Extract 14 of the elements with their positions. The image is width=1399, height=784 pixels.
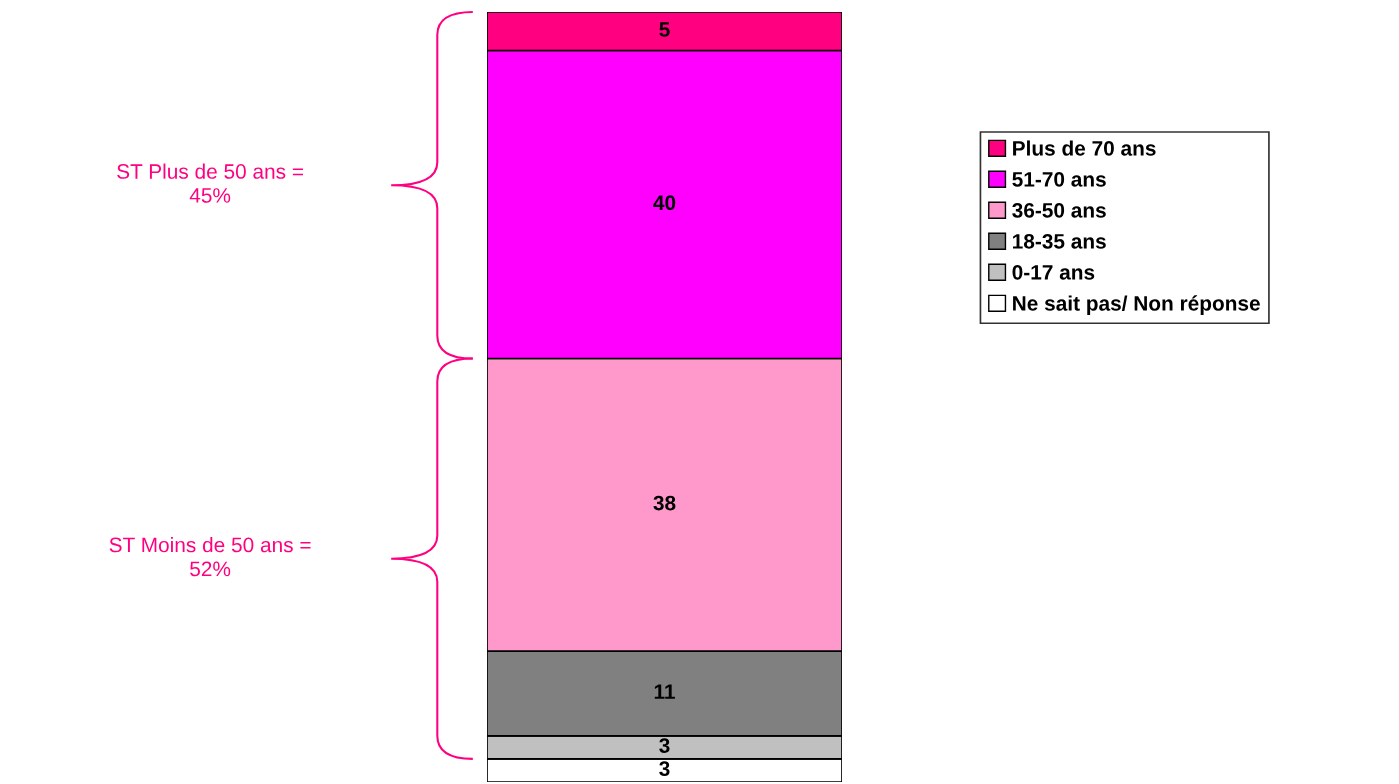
- legend-label: 36-50 ans: [1012, 202, 1106, 218]
- data-label: 3: [659, 738, 670, 753]
- legend-label: Plus de 70 ans: [1013, 140, 1156, 156]
- data-label: 40: [653, 195, 676, 211]
- legend-label: 18-35 ans: [1013, 233, 1106, 249]
- legend-label: Ne sait pas/ Non réponse: [1013, 295, 1260, 315]
- data-label: 11: [654, 684, 675, 699]
- data-label: 5: [659, 22, 670, 37]
- text: ST Moins de 50 ans = 52%: [109, 537, 311, 577]
- data-label: 38: [653, 495, 676, 511]
- legend-label: 51-70 ans: [1012, 171, 1106, 187]
- data-label: 3: [659, 761, 670, 777]
- text: ST Plus de 50 ans = 45%: [117, 163, 303, 203]
- legend-label: 0-17 ans: [1012, 264, 1095, 280]
